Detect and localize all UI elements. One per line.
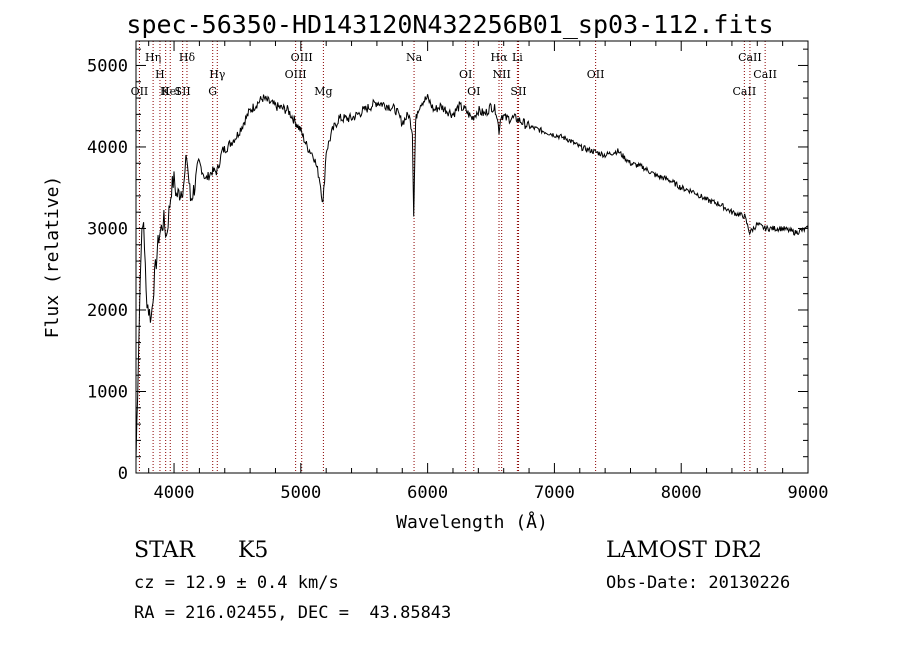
spectrum-line xyxy=(135,94,809,462)
chart-title: spec-56350-HD143120N432256B01_sp03-112.f… xyxy=(126,10,774,39)
marker-label: CaII xyxy=(753,68,777,81)
marker-label: K xyxy=(162,85,171,98)
x-tick-label: 7000 xyxy=(534,483,575,503)
marker-label: Li xyxy=(512,51,523,64)
y-tick-label: 0 xyxy=(118,464,128,484)
marker-label: H xyxy=(155,68,165,81)
y-tick-label: 3000 xyxy=(87,219,128,239)
marker-label: OIII xyxy=(291,51,313,64)
y-tick-label: 1000 xyxy=(87,382,128,402)
marker-label: G xyxy=(208,85,217,98)
ra-dec-coordinates: RA = 216.02455, DEC = 43.85843 xyxy=(134,603,452,623)
redshift-velocity: cz = 12.9 ± 0.4 km/s xyxy=(134,573,339,593)
marker-label: CaII xyxy=(733,85,757,98)
x-tick-label: 6000 xyxy=(407,483,448,503)
plot-frame xyxy=(135,40,809,474)
marker-label: OI xyxy=(467,85,480,98)
marker-label: Mg xyxy=(314,85,332,98)
marker-label: NII xyxy=(493,68,511,81)
survey-name: LAMOST DR2 xyxy=(606,538,762,563)
marker-label: HeI xyxy=(160,85,180,98)
x-axis-label: Wavelength (Å) xyxy=(396,511,548,533)
marker-label: Na xyxy=(406,51,423,64)
marker-label: OII xyxy=(587,68,605,81)
observation-date: Obs-Date: 20130226 xyxy=(606,573,791,593)
marker-label: OII xyxy=(131,85,149,98)
x-tick-label: 5000 xyxy=(280,483,321,503)
x-tick-label: 8000 xyxy=(661,483,702,503)
object-class: STAR xyxy=(134,538,195,563)
marker-label: Hα xyxy=(490,51,508,64)
marker-label: OI xyxy=(459,68,472,81)
marker-label: CaII xyxy=(738,51,762,64)
marker-label: Hη xyxy=(145,51,161,64)
y-tick-label: 4000 xyxy=(87,138,128,158)
marker-label: Hδ xyxy=(179,51,196,64)
x-tick-label: 4000 xyxy=(154,483,195,503)
y-tick-label: 5000 xyxy=(87,56,128,76)
x-tick-label: 9000 xyxy=(788,483,829,503)
y-axis-label: Flux (relative) xyxy=(42,176,63,339)
object-subclass: K5 xyxy=(238,538,269,563)
marker-label: SII xyxy=(175,85,191,98)
y-tick-label: 2000 xyxy=(87,301,128,321)
marker-label: OIII xyxy=(285,68,307,81)
marker-label: Hγ xyxy=(209,68,226,81)
marker-label: SII xyxy=(510,85,526,98)
